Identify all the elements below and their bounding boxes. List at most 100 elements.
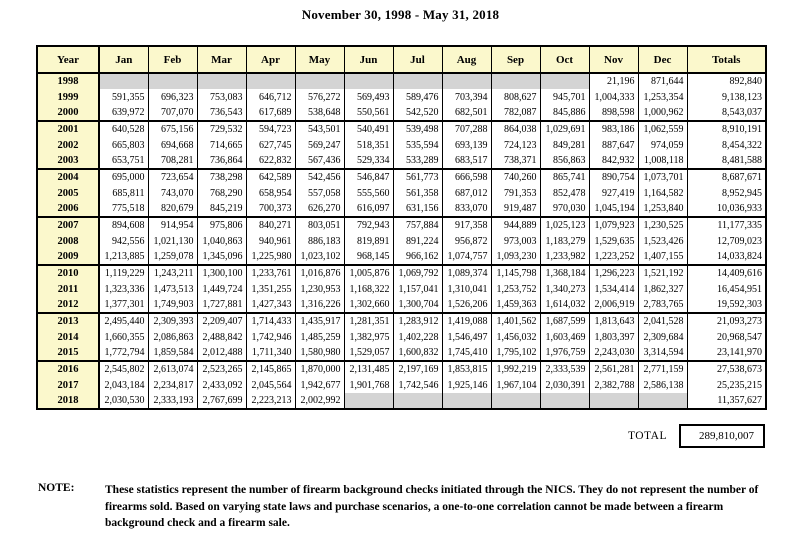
value-cell: 945,701 <box>539 89 590 105</box>
value-cell: 1,025,123 <box>539 216 590 233</box>
value-cell: 2,382,788 <box>588 377 639 393</box>
table-row-2007: 2007 894,608 914,954 975,806 840,271 803,051 7… <box>36 216 767 233</box>
value-cell: 1,310,041 <box>441 281 492 297</box>
year-cell: 2010 <box>36 264 100 281</box>
value-cell: 1,859,584 <box>147 345 198 361</box>
value-cell: 2,012,488 <box>196 345 247 361</box>
table-row-2013: 2013 2,495,440 2,309,393 2,209,407 1,714,433… <box>36 312 767 329</box>
column-header-jun: Jun <box>343 45 394 74</box>
value-cell: 591,355 <box>98 89 149 105</box>
empty-cell <box>245 72 296 89</box>
value-cell: 1,029,691 <box>539 120 590 137</box>
row-total-cell: 25,235,215 <box>686 377 767 393</box>
value-cell: 856,863 <box>539 153 590 169</box>
table-row-2005: 2005 685,811 743,070 768,290 658,954 557,058 5… <box>36 185 767 201</box>
value-cell: 1,714,433 <box>245 312 296 329</box>
value-cell: 2,006,919 <box>588 297 639 313</box>
column-header-oct: Oct <box>539 45 590 74</box>
value-cell: 1,157,041 <box>392 281 443 297</box>
value-cell: 696,323 <box>147 89 198 105</box>
empty-cell <box>343 393 394 409</box>
column-header-dec: Dec <box>637 45 688 74</box>
value-cell: 1,345,096 <box>196 249 247 265</box>
value-cell: 1,296,223 <box>588 264 639 281</box>
value-cell: 1,401,562 <box>490 312 541 329</box>
row-total-cell: 892,840 <box>686 72 767 89</box>
year-cell: 2018 <box>36 393 100 409</box>
column-header-jan: Jan <box>98 45 149 74</box>
empty-cell <box>490 393 541 409</box>
value-cell: 1,407,155 <box>637 249 688 265</box>
value-cell: 1,225,980 <box>245 249 296 265</box>
empty-cell <box>392 72 443 89</box>
year-cell: 2014 <box>36 329 100 345</box>
column-header-mar: Mar <box>196 45 247 74</box>
row-total-cell: 11,177,335 <box>686 216 767 233</box>
value-cell: 538,648 <box>294 105 345 121</box>
value-cell: 1,742,946 <box>245 329 296 345</box>
value-cell: 1,340,273 <box>539 281 590 297</box>
value-cell: 1,853,815 <box>441 360 492 377</box>
note-section: NOTE: These statistics represent the num… <box>38 482 763 532</box>
value-cell: 617,689 <box>245 105 296 121</box>
table-row-2012: 2012 1,377,301 1,749,903 1,727,881 1,427,343… <box>36 297 767 313</box>
value-cell: 1,600,832 <box>392 345 443 361</box>
value-cell: 871,644 <box>637 72 688 89</box>
value-cell: 2,495,440 <box>98 312 149 329</box>
column-header-feb: Feb <box>147 45 198 74</box>
value-cell: 539,498 <box>392 120 443 137</box>
value-cell: 616,097 <box>343 201 394 217</box>
year-cell: 2007 <box>36 216 100 233</box>
value-cell: 1,300,100 <box>196 264 247 281</box>
value-cell: 518,351 <box>343 137 394 153</box>
value-cell: 1,253,840 <box>637 201 688 217</box>
value-cell: 940,961 <box>245 233 296 249</box>
row-total-cell: 14,409,616 <box>686 264 767 281</box>
value-cell: 1,016,876 <box>294 264 345 281</box>
row-total-cell: 11,357,627 <box>686 393 767 409</box>
empty-cell <box>392 393 443 409</box>
row-total-cell: 12,709,023 <box>686 233 767 249</box>
value-cell: 683,517 <box>441 153 492 169</box>
value-cell: 700,373 <box>245 201 296 217</box>
value-cell: 1,813,643 <box>588 312 639 329</box>
value-cell: 540,491 <box>343 120 394 137</box>
year-cell: 2003 <box>36 153 100 169</box>
row-total-cell: 20,968,547 <box>686 329 767 345</box>
value-cell: 1,382,975 <box>343 329 394 345</box>
value-cell: 1,351,255 <box>245 281 296 297</box>
value-cell: 627,745 <box>245 137 296 153</box>
value-cell: 1,253,752 <box>490 281 541 297</box>
value-cell: 639,972 <box>98 105 149 121</box>
value-cell: 2,030,530 <box>98 393 149 409</box>
column-header-year: Year <box>36 45 100 74</box>
value-cell: 2,561,281 <box>588 360 639 377</box>
row-total-cell: 19,592,303 <box>686 297 767 313</box>
value-cell: 1,687,599 <box>539 312 590 329</box>
value-cell: 2,767,699 <box>196 393 247 409</box>
row-total-cell: 16,454,951 <box>686 281 767 297</box>
value-cell: 561,773 <box>392 168 443 185</box>
value-cell: 1,368,184 <box>539 264 590 281</box>
value-cell: 2,333,193 <box>147 393 198 409</box>
value-cell: 640,528 <box>98 120 149 137</box>
table-body: 1998 21,196 871,644 892,840 1999 591,355 696,3… <box>36 72 767 409</box>
value-cell: 707,288 <box>441 120 492 137</box>
value-cell: 1,253,354 <box>637 89 688 105</box>
value-cell: 2,309,684 <box>637 329 688 345</box>
grand-total-label: TOTAL <box>627 430 667 442</box>
table-row-2015: 2015 1,772,794 1,859,584 2,012,488 1,711,340… <box>36 345 767 361</box>
value-cell: 729,532 <box>196 120 247 137</box>
value-cell: 1,089,374 <box>441 264 492 281</box>
value-cell: 535,594 <box>392 137 443 153</box>
value-cell: 891,224 <box>392 233 443 249</box>
value-cell: 845,886 <box>539 105 590 121</box>
value-cell: 1,546,497 <box>441 329 492 345</box>
empty-cell <box>441 72 492 89</box>
value-cell: 1,603,469 <box>539 329 590 345</box>
value-cell: 567,436 <box>294 153 345 169</box>
table-row-2002: 2002 665,803 694,668 714,665 627,745 569,247 5… <box>36 137 767 153</box>
value-cell: 557,058 <box>294 185 345 201</box>
year-cell: 2009 <box>36 249 100 265</box>
